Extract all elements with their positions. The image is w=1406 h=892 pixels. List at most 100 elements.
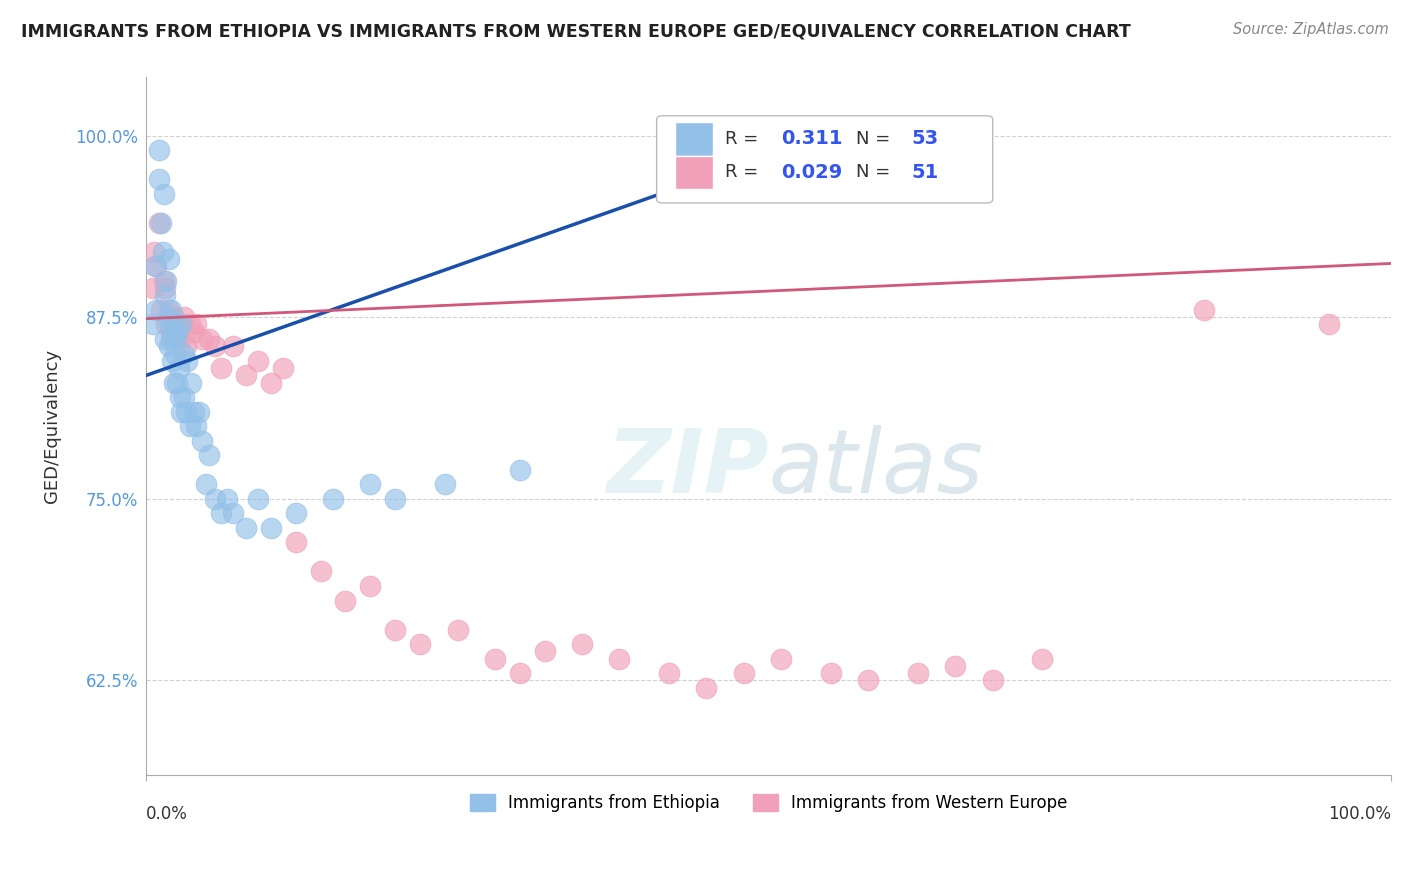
Point <box>858 673 880 688</box>
Point <box>174 404 197 418</box>
Point <box>484 651 506 665</box>
Point <box>160 302 183 317</box>
Point <box>159 318 181 332</box>
Point <box>943 659 966 673</box>
Point <box>409 637 432 651</box>
Point <box>183 404 205 418</box>
Point <box>179 318 201 332</box>
Point <box>217 491 239 506</box>
Text: N =: N = <box>856 130 896 148</box>
Point <box>197 332 219 346</box>
Point <box>209 361 232 376</box>
Point <box>359 579 381 593</box>
Point <box>166 332 188 346</box>
Point <box>152 244 174 259</box>
Point <box>235 521 257 535</box>
Point <box>170 404 193 418</box>
Point <box>658 666 681 681</box>
Text: R =: R = <box>725 130 763 148</box>
Text: 51: 51 <box>912 163 939 182</box>
Point <box>1317 318 1340 332</box>
Text: 53: 53 <box>912 129 939 148</box>
Point <box>156 310 179 325</box>
Point <box>204 339 226 353</box>
Point <box>184 419 207 434</box>
Point <box>148 216 170 230</box>
Point <box>1031 651 1053 665</box>
Point <box>142 244 165 259</box>
Point <box>284 507 307 521</box>
Point <box>204 491 226 506</box>
Point <box>509 666 531 681</box>
Point <box>195 477 218 491</box>
Point <box>271 361 294 376</box>
Point <box>359 477 381 491</box>
Point <box>1194 302 1216 317</box>
Point <box>142 318 165 332</box>
Point <box>165 332 187 346</box>
Point <box>187 404 209 418</box>
Point <box>163 376 186 390</box>
Point <box>150 302 173 317</box>
Point <box>179 419 201 434</box>
Point <box>157 302 180 317</box>
Point <box>163 318 186 332</box>
Point <box>166 325 188 339</box>
Point <box>509 463 531 477</box>
Text: 0.0%: 0.0% <box>146 805 188 823</box>
Point <box>160 332 183 346</box>
Point <box>155 318 177 332</box>
Point <box>607 651 630 665</box>
Point <box>533 644 555 658</box>
Point <box>170 332 193 346</box>
Point <box>695 681 717 695</box>
Point <box>322 491 344 506</box>
Point <box>155 274 177 288</box>
Point <box>163 346 186 360</box>
Point <box>148 143 170 157</box>
Point <box>169 390 191 404</box>
Point <box>981 673 1004 688</box>
Point <box>209 507 232 521</box>
Point <box>222 339 245 353</box>
Point <box>173 346 195 360</box>
Point <box>153 288 176 302</box>
Point <box>260 376 283 390</box>
Point <box>142 281 165 295</box>
Point <box>145 302 167 317</box>
Text: R =: R = <box>725 163 763 181</box>
Point <box>235 368 257 383</box>
Point <box>183 325 205 339</box>
Point <box>170 318 193 332</box>
Point <box>176 353 198 368</box>
Point <box>163 310 186 325</box>
Point <box>143 260 166 274</box>
Point <box>145 260 167 274</box>
Point <box>222 507 245 521</box>
Text: IMMIGRANTS FROM ETHIOPIA VS IMMIGRANTS FROM WESTERN EUROPE GED/EQUIVALENCY CORRE: IMMIGRANTS FROM ETHIOPIA VS IMMIGRANTS F… <box>21 22 1130 40</box>
Point <box>153 332 176 346</box>
Bar <box>675 155 713 189</box>
Point <box>173 310 195 325</box>
Point <box>247 353 270 368</box>
Text: 100.0%: 100.0% <box>1329 805 1391 823</box>
Point <box>335 593 357 607</box>
Point <box>180 376 202 390</box>
Point <box>384 623 406 637</box>
Text: ZIP: ZIP <box>606 425 769 511</box>
Point <box>733 666 755 681</box>
Bar <box>675 122 713 155</box>
Point <box>446 623 468 637</box>
Text: 0.029: 0.029 <box>782 163 842 182</box>
Point <box>167 361 190 376</box>
Point <box>150 216 173 230</box>
Point <box>197 448 219 462</box>
Point <box>191 332 214 346</box>
Point <box>384 491 406 506</box>
Point <box>770 651 793 665</box>
Y-axis label: GED/Equivalency: GED/Equivalency <box>44 349 60 503</box>
Point <box>820 666 842 681</box>
FancyBboxPatch shape <box>657 116 993 203</box>
Point <box>166 376 188 390</box>
Point <box>174 339 197 353</box>
